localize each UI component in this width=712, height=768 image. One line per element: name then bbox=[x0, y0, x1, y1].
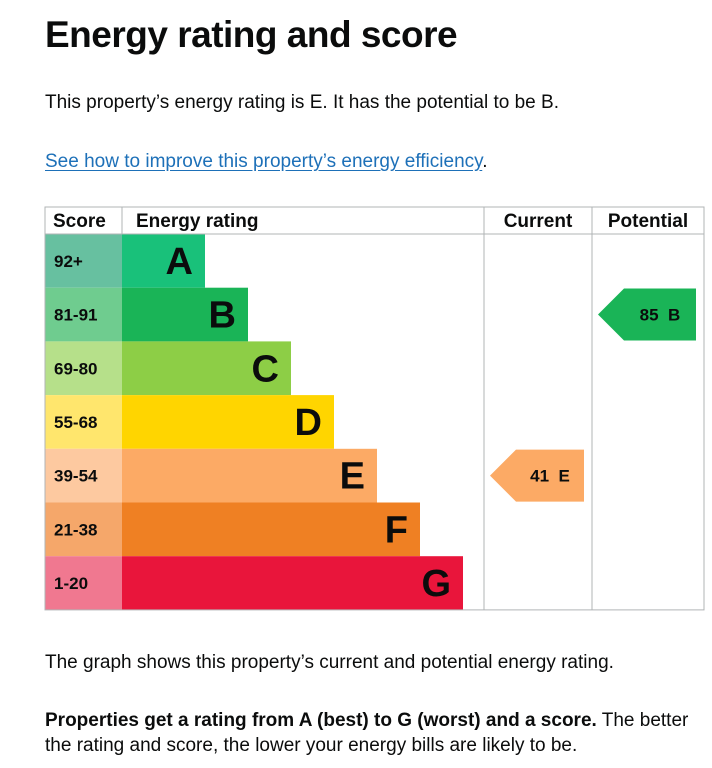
header-energy-rating: Energy rating bbox=[136, 211, 258, 232]
potential-rating-arrow bbox=[598, 288, 696, 341]
rating-bar-c bbox=[122, 341, 291, 396]
improve-link-paragraph: See how to improve this property’s energ… bbox=[45, 149, 488, 174]
current-rating-arrow-label: 41 E bbox=[530, 467, 570, 486]
rating-letter-e: E bbox=[340, 456, 365, 498]
improve-efficiency-link[interactable]: See how to improve this property’s energ… bbox=[45, 151, 483, 172]
score-cell-c bbox=[45, 341, 122, 396]
energy-rating-chart: 92+ A 81-91 B 69-80 C 55-68 D 39-54 E 21-38 F 1-20 G S… bbox=[44, 206, 705, 611]
improve-link-period: . bbox=[482, 151, 488, 172]
score-range-label: 1-20 bbox=[54, 574, 88, 593]
header-current: Current bbox=[504, 211, 573, 232]
rating-bar-g bbox=[122, 556, 463, 610]
rating-bar-b bbox=[122, 287, 248, 342]
ratings-explanation-bold: Properties get a rating from A (best) to… bbox=[45, 710, 597, 731]
ratings-explanation: Properties get a rating from A (best) to… bbox=[45, 708, 705, 758]
score-range-label: 39-54 bbox=[54, 467, 98, 486]
score-cell-g bbox=[45, 556, 122, 610]
rating-letter-d: D bbox=[295, 402, 322, 444]
current-rating-arrow bbox=[490, 449, 584, 502]
header-score: Score bbox=[53, 211, 106, 232]
potential-rating-arrow-label: 85 B bbox=[640, 306, 681, 325]
score-range-label: 69-80 bbox=[54, 359, 97, 378]
score-cell-e bbox=[45, 448, 122, 503]
rating-letter-c: C bbox=[252, 348, 279, 390]
energy-rating-summary: This property’s energy rating is E. It h… bbox=[45, 92, 559, 113]
chart-border bbox=[44, 206, 705, 611]
score-cell-f bbox=[45, 502, 122, 557]
rating-letter-g: G bbox=[421, 563, 451, 605]
score-range-label: 21-38 bbox=[54, 520, 97, 539]
ratings-explanation-rest: The better the rating and score, the low… bbox=[45, 710, 689, 756]
rating-letter-a: A bbox=[166, 241, 193, 283]
score-cell-b bbox=[45, 287, 122, 342]
page-title: Energy rating and score bbox=[45, 14, 458, 55]
score-range-label: 55-68 bbox=[54, 413, 97, 432]
score-range-label: 81-91 bbox=[54, 306, 97, 325]
header-potential: Potential bbox=[608, 211, 688, 232]
graph-caption: The graph shows this property’s current … bbox=[45, 652, 614, 673]
score-cell-d bbox=[45, 395, 122, 449]
rating-letter-f: F bbox=[385, 509, 408, 551]
rating-bar-d bbox=[122, 395, 334, 449]
score-range-label: 92+ bbox=[54, 252, 83, 271]
rating-bar-e bbox=[122, 448, 377, 503]
score-cell-a bbox=[45, 234, 122, 288]
rating-bar-f bbox=[122, 502, 420, 557]
rating-letter-b: B bbox=[209, 295, 236, 337]
rating-bar-a bbox=[122, 234, 205, 288]
